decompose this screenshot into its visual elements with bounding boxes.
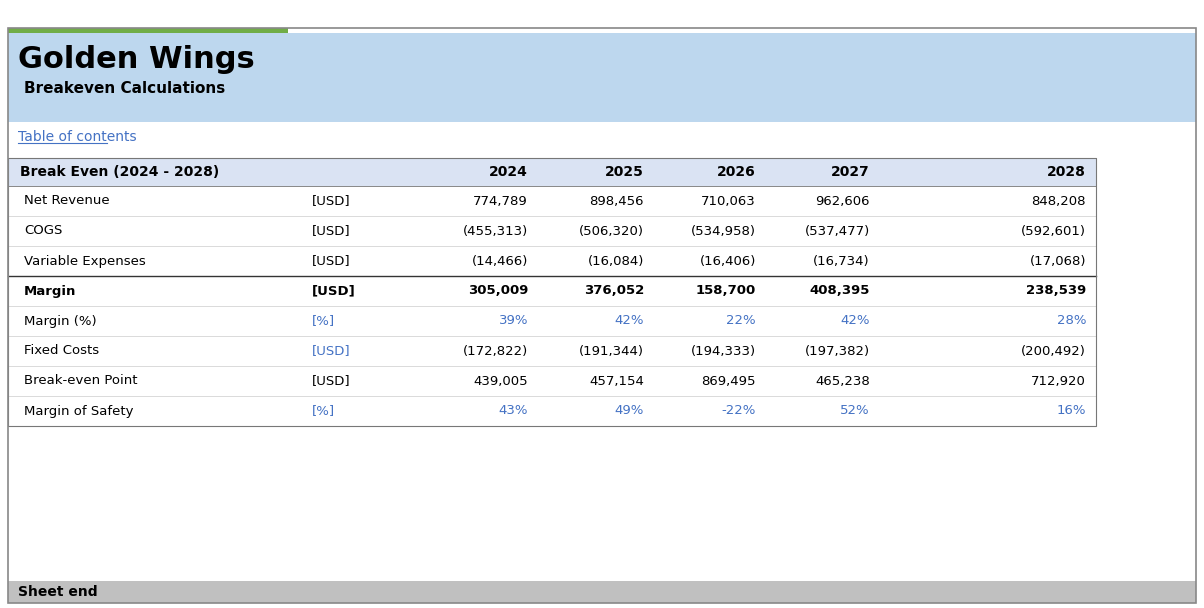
Bar <box>8 28 288 33</box>
Text: (191,344): (191,344) <box>579 345 644 358</box>
Text: Margin of Safety: Margin of Safety <box>24 404 134 418</box>
Text: Net Revenue: Net Revenue <box>24 195 110 207</box>
Text: (14,466): (14,466) <box>472 255 529 268</box>
Text: Margin (%): Margin (%) <box>24 314 96 328</box>
Text: (16,406): (16,406) <box>700 255 756 268</box>
Text: 305,009: 305,009 <box>467 285 529 297</box>
Text: 2025: 2025 <box>606 165 644 179</box>
Text: 52%: 52% <box>840 404 870 418</box>
Bar <box>8 120 1196 122</box>
Text: 2026: 2026 <box>718 165 756 179</box>
Text: (537,477): (537,477) <box>804 224 870 238</box>
Text: 16%: 16% <box>1056 404 1086 418</box>
Text: Break-even Point: Break-even Point <box>24 375 137 387</box>
Text: (455,313): (455,313) <box>462 224 529 238</box>
Text: 465,238: 465,238 <box>815 375 870 387</box>
Text: Breakeven Calculations: Breakeven Calculations <box>24 81 225 96</box>
Bar <box>8 120 1196 153</box>
Text: Variable Expenses: Variable Expenses <box>24 255 146 268</box>
Text: Table of contents: Table of contents <box>18 130 136 144</box>
Text: (197,382): (197,382) <box>805 345 870 358</box>
Text: 42%: 42% <box>840 314 870 328</box>
Text: [USD]: [USD] <box>312 285 355 297</box>
Text: 439,005: 439,005 <box>473 375 529 387</box>
Text: Fixed Costs: Fixed Costs <box>24 345 99 358</box>
Text: 43%: 43% <box>498 404 529 418</box>
Bar <box>8 33 1196 120</box>
Text: 710,063: 710,063 <box>701 195 756 207</box>
Text: 898,456: 898,456 <box>590 195 644 207</box>
Text: [USD]: [USD] <box>312 345 350 358</box>
Text: 158,700: 158,700 <box>696 285 756 297</box>
Text: 2027: 2027 <box>831 165 870 179</box>
Bar <box>8 158 1096 426</box>
Text: (506,320): (506,320) <box>579 224 644 238</box>
Text: (172,822): (172,822) <box>462 345 529 358</box>
Text: (200,492): (200,492) <box>1021 345 1086 358</box>
Text: (194,333): (194,333) <box>691 345 756 358</box>
Text: 2024: 2024 <box>489 165 529 179</box>
Bar <box>8 158 1096 186</box>
Text: (17,068): (17,068) <box>1029 255 1086 268</box>
Text: 28%: 28% <box>1056 314 1086 328</box>
Text: (16,734): (16,734) <box>814 255 870 268</box>
Bar <box>8 581 1196 603</box>
Text: 2028: 2028 <box>1047 165 1086 179</box>
Text: [USD]: [USD] <box>312 224 350 238</box>
Text: [USD]: [USD] <box>312 255 350 268</box>
Text: 39%: 39% <box>498 314 529 328</box>
Text: [%]: [%] <box>312 404 335 418</box>
Text: 774,789: 774,789 <box>473 195 529 207</box>
Text: 848,208: 848,208 <box>1032 195 1086 207</box>
Text: -22%: -22% <box>721 404 756 418</box>
Text: [%]: [%] <box>312 314 335 328</box>
Text: 408,395: 408,395 <box>809 285 870 297</box>
Text: 238,539: 238,539 <box>1026 285 1086 297</box>
Text: Sheet end: Sheet end <box>18 585 98 599</box>
Text: [USD]: [USD] <box>312 375 350 387</box>
Text: (16,084): (16,084) <box>588 255 644 268</box>
Text: Break Even (2024 - 2028): Break Even (2024 - 2028) <box>20 165 219 179</box>
Bar <box>8 158 1096 426</box>
Text: 457,154: 457,154 <box>589 375 644 387</box>
Text: (534,958): (534,958) <box>691 224 756 238</box>
Text: 42%: 42% <box>614 314 644 328</box>
Text: 712,920: 712,920 <box>1031 375 1086 387</box>
Text: 22%: 22% <box>726 314 756 328</box>
Text: 962,606: 962,606 <box>815 195 870 207</box>
Text: 869,495: 869,495 <box>702 375 756 387</box>
Text: 49%: 49% <box>614 404 644 418</box>
Text: (592,601): (592,601) <box>1021 224 1086 238</box>
Text: [USD]: [USD] <box>312 195 350 207</box>
Text: Margin: Margin <box>24 285 76 297</box>
Text: COGS: COGS <box>24 224 63 238</box>
Text: Golden Wings: Golden Wings <box>18 45 255 74</box>
Text: 376,052: 376,052 <box>584 285 644 297</box>
